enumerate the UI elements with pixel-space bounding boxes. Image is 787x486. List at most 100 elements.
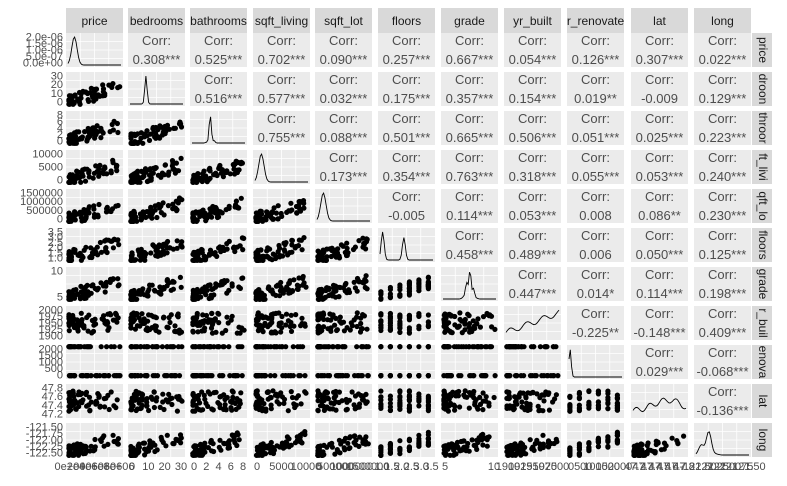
- density-10: [695, 431, 749, 456]
- scatter-point: [86, 344, 93, 350]
- scatter-point: [71, 373, 78, 379]
- col-strip-label-10: long: [711, 14, 734, 28]
- scatter-point: [265, 285, 271, 292]
- scatter-point: [387, 373, 393, 379]
- scatter-point: [128, 407, 135, 413]
- scatter-point: [346, 287, 352, 293]
- scatter-point: [363, 344, 369, 350]
- scatter-point: [362, 284, 368, 291]
- scatter-point: [576, 396, 583, 402]
- scatter-point: [88, 399, 94, 405]
- scatter-point: [178, 242, 184, 248]
- scatter-point: [98, 135, 104, 141]
- scatter-point: [295, 344, 301, 350]
- scatter-point: [170, 166, 176, 172]
- col-strip-label-7: yr_built: [513, 14, 552, 28]
- scatter-7-3: [253, 310, 308, 336]
- scatter-point: [302, 373, 308, 379]
- y-tick-3-0: 10000: [32, 149, 63, 161]
- scatter-point: [84, 282, 90, 288]
- scatter-point: [378, 401, 384, 407]
- scatter-point: [470, 318, 476, 324]
- panel-1-9: [631, 72, 688, 106]
- scatter-point: [205, 319, 211, 325]
- scatter-point: [128, 133, 134, 139]
- scatter-point: [614, 407, 621, 413]
- corr-value-0-8: 0.126***: [572, 52, 620, 67]
- x-tick-7-2: 1950: [520, 461, 544, 473]
- corr-value-0-3: 0.702***: [258, 52, 306, 67]
- col-strip-label-3: sqft_living: [255, 14, 308, 28]
- scatter-point: [201, 253, 207, 259]
- x-tick-9-2: 47.4: [641, 461, 662, 473]
- scatter-point: [115, 276, 121, 282]
- scatter-point: [133, 344, 139, 350]
- scatter-point: [416, 396, 422, 402]
- scatter-point: [467, 329, 473, 335]
- scatter-point: [143, 327, 149, 333]
- scatter-point: [78, 257, 84, 263]
- panel-2-9: [631, 111, 688, 145]
- scatter-point: [221, 406, 227, 412]
- scatter-point: [76, 319, 82, 326]
- scatter-point: [199, 178, 205, 185]
- scatter-point: [166, 169, 172, 175]
- x-tick-10-1: -122.25: [692, 461, 729, 473]
- scatter-8-4: [315, 344, 371, 379]
- scatter-point: [258, 208, 264, 214]
- y-tick-0-3: 5.0e-07: [26, 51, 63, 63]
- scatter-point: [334, 327, 340, 334]
- scatter-point: [397, 445, 403, 451]
- y-tick-4-3: 0: [57, 214, 63, 226]
- scatter-point: [173, 373, 179, 379]
- scatter-point: [425, 442, 431, 448]
- scatter-point: [104, 249, 110, 256]
- corr-value-0-5: 0.257***: [383, 52, 431, 67]
- scatter-point: [481, 373, 487, 379]
- scatter-point: [128, 317, 134, 323]
- scatter-point: [170, 246, 176, 252]
- scatter-point: [229, 283, 235, 289]
- x-tick-9-1: 47.3: [632, 461, 653, 473]
- scatter-point: [165, 399, 171, 405]
- scatter-point: [129, 254, 135, 260]
- x-tick-0-4: 8e+06: [104, 461, 135, 473]
- scatter-point: [340, 243, 346, 249]
- scatter-point: [354, 310, 360, 316]
- y-tick-9-1: 47.6: [42, 391, 63, 403]
- scatter-point: [586, 445, 592, 451]
- scatter-1-0: [66, 81, 123, 107]
- scatter-point: [456, 388, 462, 395]
- scatter-point: [681, 433, 687, 439]
- scatter-3-1: [128, 155, 184, 185]
- scatter-point: [273, 344, 279, 350]
- panel-7-10: [694, 306, 751, 340]
- corr-value-7-10: 0.409***: [699, 325, 747, 340]
- scatter-point: [220, 373, 226, 379]
- scatter-point: [298, 401, 304, 407]
- scatter-point: [66, 316, 72, 322]
- y-tick-0-1: 1.5e-06: [26, 38, 63, 50]
- y-tick-8-1: 1500: [39, 350, 63, 362]
- y-tick-10-3: -122.25: [26, 441, 63, 453]
- x-tick-5-5: 3.5: [423, 461, 438, 473]
- corr-value-2-8: 0.051***: [572, 130, 620, 145]
- scatter-point: [240, 247, 246, 253]
- scatter-point: [88, 253, 94, 259]
- scatter-point: [567, 394, 573, 400]
- scatter-point: [174, 238, 180, 244]
- scatter-point: [138, 168, 145, 174]
- scatter-point: [278, 390, 284, 396]
- scatter-point: [209, 310, 215, 316]
- corr-value-1-7: 0.154***: [509, 91, 557, 106]
- scatter-point: [537, 446, 543, 452]
- scatter-point: [92, 316, 98, 322]
- panel-2-10: [694, 111, 751, 145]
- scatter-point: [85, 90, 91, 97]
- corr-value-2-5: 0.501***: [383, 130, 431, 145]
- scatter-point: [190, 399, 196, 405]
- scatter-point: [297, 439, 303, 445]
- panel-4-6: [441, 189, 498, 223]
- scatter-point: [164, 278, 170, 284]
- scatter-point: [168, 287, 174, 293]
